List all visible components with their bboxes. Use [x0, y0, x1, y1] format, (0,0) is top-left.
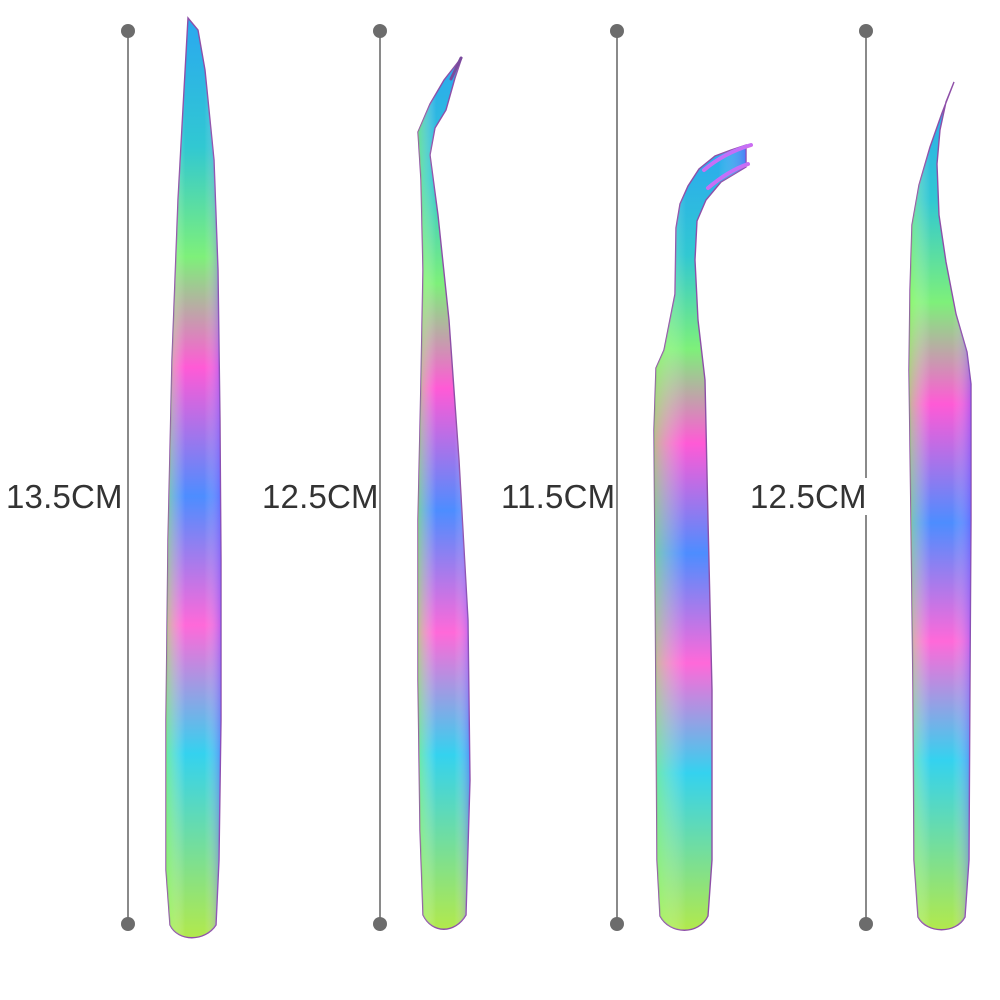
measure-label-4: 12.5CM — [750, 478, 867, 515]
measure-label-1: 13.5CM — [6, 478, 123, 515]
measure-dot-bottom-4 — [859, 917, 873, 931]
measure-dot-top-2 — [373, 24, 387, 38]
measure-dot-bottom-3 — [610, 917, 624, 931]
measure-dot-top-4 — [859, 24, 873, 38]
measure-line-1 — [127, 31, 129, 925]
measure-dot-bottom-2 — [373, 917, 387, 931]
measure-dot-top-3 — [610, 24, 624, 38]
tweezer-4 — [908, 81, 972, 931]
tweezer-1 — [165, 16, 222, 939]
measure-line-3 — [616, 31, 618, 925]
measure-line-2 — [379, 31, 381, 925]
measure-label-3: 11.5CM — [501, 478, 616, 515]
tweezer-2 — [417, 56, 471, 930]
measure-dot-bottom-1 — [121, 917, 135, 931]
measure-label-2: 12.5CM — [262, 478, 379, 515]
tweezer-3 — [653, 143, 753, 931]
measure-dot-top-1 — [121, 24, 135, 38]
